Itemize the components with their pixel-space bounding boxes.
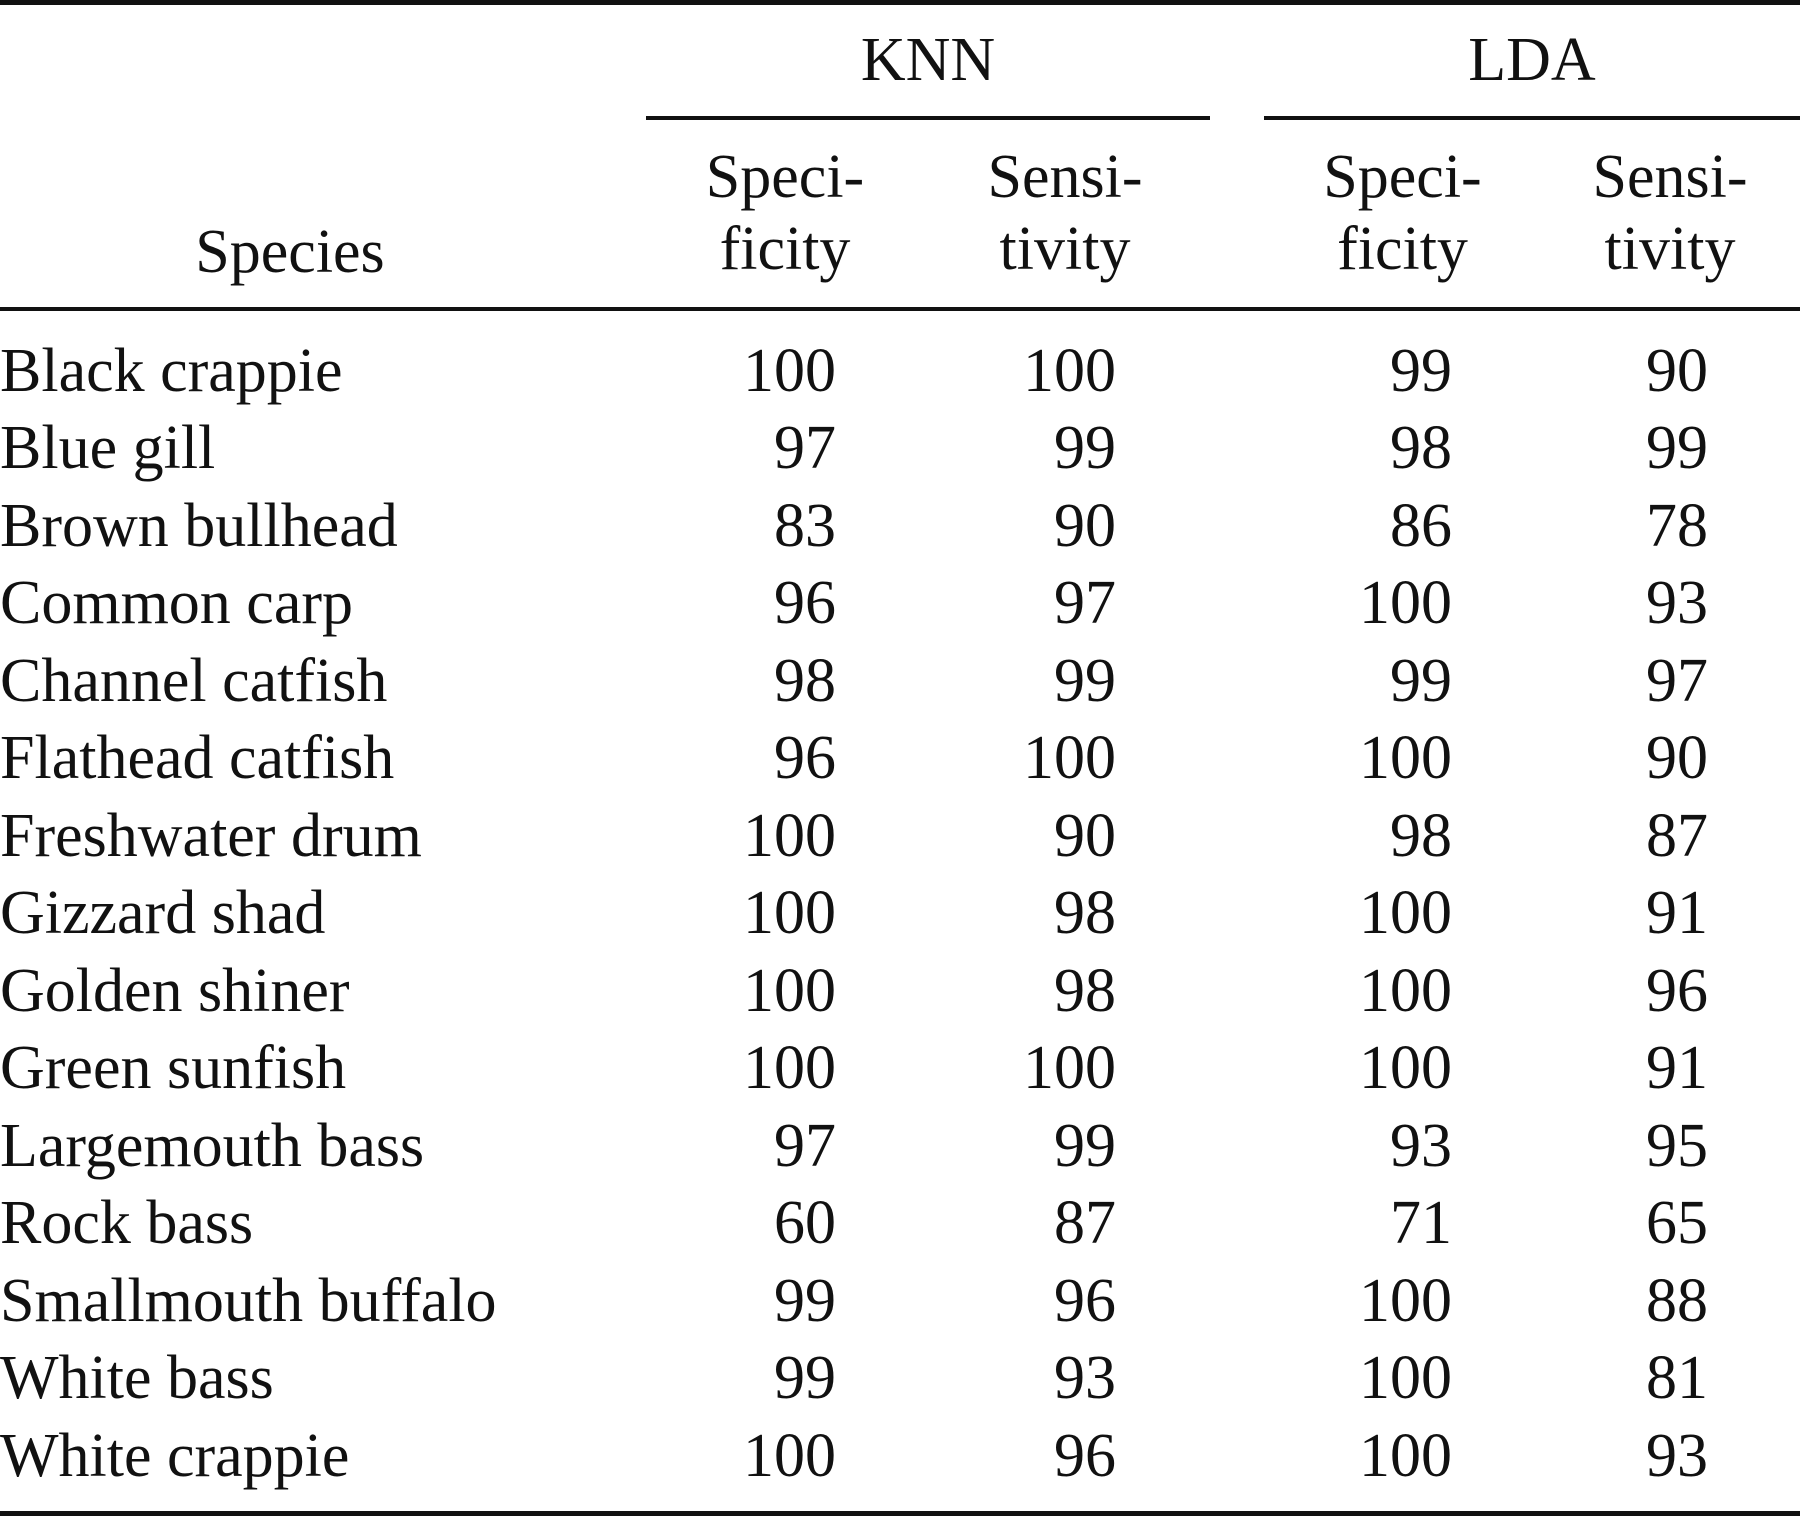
knn-specificity-cell: 99 (774, 1344, 836, 1412)
lda-specificity-cell: 99 (1390, 337, 1452, 405)
species-cell: Golden shiner (0, 957, 350, 1025)
knn-sensitivity-cell: 90 (1054, 802, 1116, 870)
knn-sensitivity-cell: 99 (1054, 414, 1116, 482)
knn-sensitivity-cell: 97 (1054, 569, 1116, 637)
subheader-knn-specificity-line1: Speci- (705, 143, 865, 211)
lda-specificity-cell: 93 (1390, 1112, 1452, 1180)
knn-sensitivity-cell: 99 (1054, 1112, 1116, 1180)
species-cell: Channel catfish (0, 647, 388, 715)
knn-sensitivity-cell: 100 (1023, 724, 1116, 792)
species-cell: Green sunfish (0, 1034, 347, 1102)
species-header: Species (195, 218, 385, 286)
knn-specificity-cell: 96 (774, 724, 836, 792)
knn-sensitivity-cell: 98 (1054, 879, 1116, 947)
lda-sensitivity-cell: 81 (1646, 1344, 1708, 1412)
knn-specificity-cell: 100 (743, 1422, 836, 1490)
lda-specificity-cell: 100 (1359, 1034, 1452, 1102)
species-cell: Common carp (0, 569, 353, 637)
species-cell: Flathead catfish (0, 724, 395, 792)
lda-specificity-cell: 86 (1390, 492, 1452, 560)
species-cell: Black crappie (0, 337, 343, 405)
lda-specificity-cell: 100 (1359, 569, 1452, 637)
lda-sensitivity-cell: 78 (1646, 492, 1708, 560)
header-rule (0, 307, 1800, 311)
species-cell: White crappie (0, 1422, 350, 1490)
lda-specificity-cell: 99 (1390, 647, 1452, 715)
lda-group-rule (1264, 116, 1800, 120)
subheader-lda-specificity-line2: ficity (1337, 215, 1468, 283)
species-cell: White bass (0, 1344, 274, 1412)
species-cell: Rock bass (0, 1189, 254, 1257)
subheader-knn-sensitivity-line2: tivity (999, 215, 1131, 283)
group-header-knn: KNN (860, 26, 996, 94)
knn-sensitivity-cell: 93 (1054, 1344, 1116, 1412)
knn-specificity-cell: 96 (774, 569, 836, 637)
species-cell: Brown bullhead (0, 492, 398, 560)
lda-sensitivity-cell: 91 (1646, 879, 1708, 947)
lda-sensitivity-cell: 91 (1646, 1034, 1708, 1102)
lda-sensitivity-cell: 65 (1646, 1189, 1708, 1257)
lda-sensitivity-cell: 90 (1646, 724, 1708, 792)
knn-sensitivity-cell: 96 (1054, 1422, 1116, 1490)
lda-sensitivity-cell: 87 (1646, 802, 1708, 870)
knn-specificity-cell: 97 (774, 1112, 836, 1180)
species-cell: Freshwater drum (0, 802, 422, 870)
knn-specificity-cell: 99 (774, 1267, 836, 1335)
subheader-lda-sensitivity-line1: Sensi- (1592, 143, 1748, 211)
lda-specificity-cell: 100 (1359, 1267, 1452, 1335)
knn-specificity-cell: 83 (774, 492, 836, 560)
subheader-lda-sensitivity-line2: tivity (1604, 215, 1736, 283)
knn-sensitivity-cell: 96 (1054, 1267, 1116, 1335)
subheader-lda-specificity-line1: Speci- (1323, 143, 1482, 211)
lda-sensitivity-cell: 97 (1646, 647, 1708, 715)
bottom-rule (0, 1511, 1800, 1516)
lda-sensitivity-cell: 93 (1646, 569, 1708, 637)
lda-sensitivity-cell: 90 (1646, 337, 1708, 405)
lda-specificity-cell: 100 (1359, 724, 1452, 792)
knn-sensitivity-cell: 100 (1023, 1034, 1116, 1102)
species-cell: Blue gill (0, 414, 216, 482)
knn-specificity-cell: 100 (743, 802, 836, 870)
species-cell: Gizzard shad (0, 879, 326, 947)
lda-sensitivity-cell: 99 (1646, 414, 1708, 482)
species-cell: Largemouth bass (0, 1112, 425, 1180)
species-cell: Smallmouth buffalo (0, 1267, 497, 1335)
knn-specificity-cell: 60 (774, 1189, 836, 1257)
knn-sensitivity-cell: 100 (1023, 337, 1116, 405)
lda-specificity-cell: 100 (1359, 957, 1452, 1025)
top-rule (0, 0, 1800, 5)
lda-sensitivity-cell: 93 (1646, 1422, 1708, 1490)
knn-sensitivity-cell: 90 (1054, 492, 1116, 560)
knn-specificity-cell: 100 (743, 337, 836, 405)
subheader-knn-specificity-line2: ficity (719, 215, 851, 283)
knn-specificity-cell: 100 (743, 879, 836, 947)
lda-specificity-cell: 98 (1390, 802, 1452, 870)
lda-specificity-cell: 98 (1390, 414, 1452, 482)
subheader-knn-sensitivity-line1: Sensi- (987, 143, 1143, 211)
group-header-lda: LDA (1468, 26, 1596, 94)
knn-specificity-cell: 98 (774, 647, 836, 715)
lda-specificity-cell: 71 (1390, 1189, 1452, 1257)
lda-specificity-cell: 100 (1359, 1344, 1452, 1412)
knn-specificity-cell: 97 (774, 414, 836, 482)
knn-sensitivity-cell: 99 (1054, 647, 1116, 715)
knn-specificity-cell: 100 (743, 1034, 836, 1102)
lda-sensitivity-cell: 96 (1646, 957, 1708, 1025)
lda-specificity-cell: 100 (1359, 879, 1452, 947)
knn-group-rule (646, 116, 1210, 120)
lda-sensitivity-cell: 95 (1646, 1112, 1708, 1180)
knn-specificity-cell: 100 (743, 957, 836, 1025)
lda-sensitivity-cell: 88 (1646, 1267, 1708, 1335)
knn-sensitivity-cell: 87 (1054, 1189, 1116, 1257)
lda-specificity-cell: 100 (1359, 1422, 1452, 1490)
knn-sensitivity-cell: 98 (1054, 957, 1116, 1025)
